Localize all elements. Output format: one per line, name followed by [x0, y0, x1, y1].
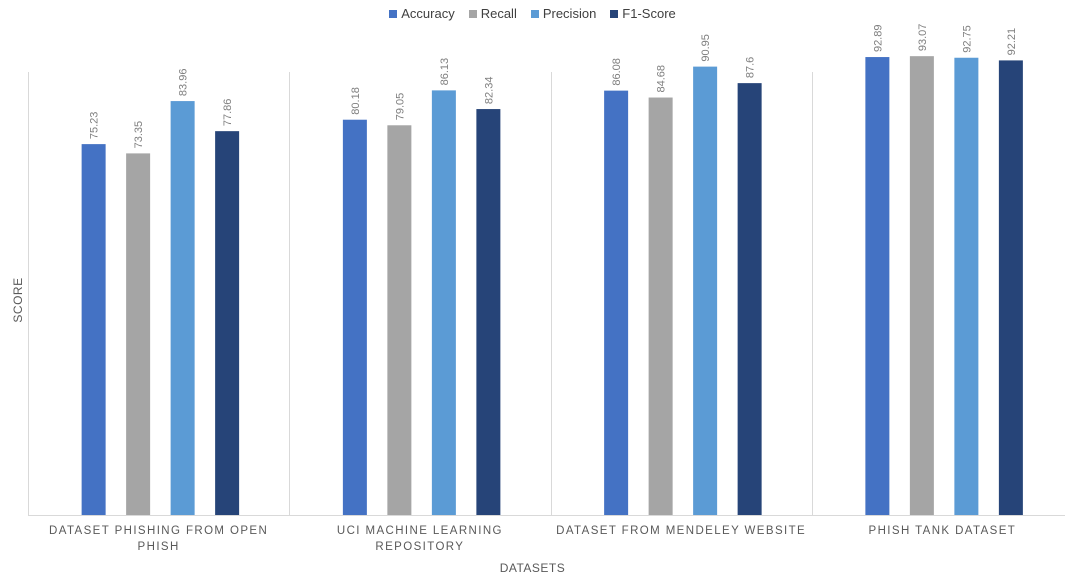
- x-tick-label: DATASET PHISHING FROM OPEN: [49, 525, 268, 537]
- legend-swatch-f1-score: [610, 9, 619, 18]
- data-label: 86.08: [611, 58, 623, 86]
- legend-item-precision: Precision: [530, 6, 597, 21]
- data-label: 92.75: [961, 25, 973, 53]
- bar-f1-score: [215, 131, 240, 515]
- bar-f1-score: [476, 109, 501, 516]
- data-label: 86.13: [439, 58, 451, 86]
- legend-label-precision: Precision: [542, 6, 597, 21]
- data-label: 93.07: [917, 24, 929, 52]
- legend: Accuracy Recall Precision F1-Score: [0, 6, 1065, 21]
- legend-swatch-recall: [468, 9, 477, 18]
- legend-label-accuracy: Accuracy: [401, 6, 455, 21]
- bar-recall: [909, 56, 934, 515]
- data-label: 75.23: [89, 112, 101, 140]
- bar-f1-score: [998, 60, 1023, 516]
- data-label: 90.95: [700, 34, 712, 62]
- legend-item-f1-score: F1-Score: [610, 6, 676, 21]
- bar-precision: [431, 90, 456, 516]
- data-label: 79.05: [394, 93, 406, 121]
- y-axis-title: SCORE: [11, 277, 25, 323]
- x-tick-label: DATASET FROM MENDELEY WEBSITE: [556, 525, 806, 537]
- bar-recall: [387, 125, 412, 515]
- bar-accuracy: [865, 57, 890, 515]
- legend-item-recall: Recall: [468, 6, 517, 21]
- legend-swatch-accuracy: [389, 9, 398, 18]
- data-label: 77.86: [222, 99, 234, 127]
- data-label: 92.21: [1006, 28, 1018, 56]
- x-axis-title: DATASETS: [499, 561, 566, 575]
- data-label: 82.34: [483, 77, 495, 105]
- legend-swatch-precision: [530, 9, 539, 18]
- bar-precision: [954, 57, 979, 516]
- data-label: 84.68: [656, 65, 668, 93]
- data-label: 80.18: [350, 87, 362, 115]
- bar-precision: [170, 101, 195, 515]
- x-tick-label: UCI MACHINE LEARNING: [337, 525, 503, 537]
- x-tick-label: PHISH: [138, 541, 180, 553]
- bar-accuracy: [81, 144, 106, 516]
- bar-precision: [693, 66, 718, 515]
- bar-f1-score: [737, 83, 762, 515]
- data-label: 87.6: [745, 57, 757, 78]
- bar-accuracy: [604, 90, 629, 515]
- data-label: 83.96: [178, 69, 190, 97]
- bar-recall: [126, 153, 151, 515]
- x-tick-label: REPOSITORY: [375, 541, 464, 553]
- data-label: 92.89: [872, 25, 884, 53]
- bar-recall: [648, 97, 673, 516]
- x-tick-label: PHISH TANK DATASET: [869, 525, 1017, 537]
- legend-item-accuracy: Accuracy: [389, 6, 455, 21]
- legend-label-recall: Recall: [480, 6, 517, 21]
- data-label: 73.35: [133, 121, 145, 149]
- bar-accuracy: [342, 119, 367, 516]
- legend-label-f1-score: F1-Score: [622, 6, 676, 21]
